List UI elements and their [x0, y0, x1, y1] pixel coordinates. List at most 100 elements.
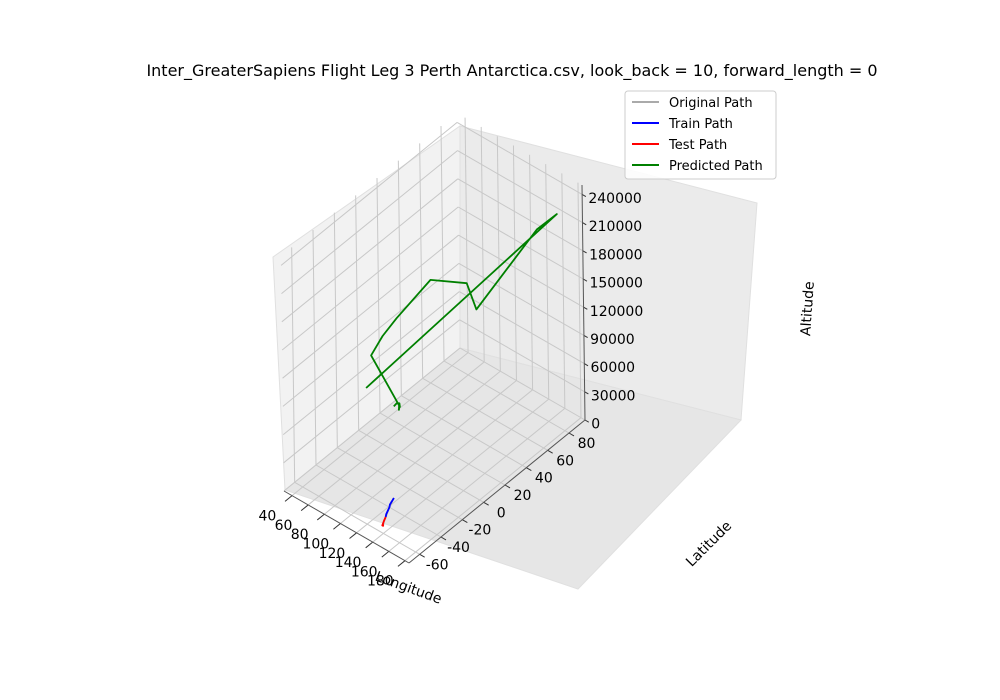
- z-grid-back-5: [457, 206, 584, 280]
- x-tick-label-0: 40: [259, 509, 277, 525]
- z-grid-left-0: [283, 347, 461, 492]
- x-grid-floor-3: [340, 380, 517, 524]
- axis-lines: [283, 184, 589, 567]
- legend-label-test-path: Test Path: [668, 138, 727, 153]
- y-tick-2: [462, 519, 468, 523]
- z-tick-label-8: 240000: [588, 191, 641, 207]
- z-tick-label-4: 120000: [590, 304, 643, 320]
- x-grid-back-6: [561, 173, 566, 409]
- tick-labels: 406080100120140160180-60-40-200204060800…: [259, 191, 644, 590]
- chart-title: Inter_GreaterSapiens Flight Leg 3 Perth …: [146, 61, 877, 81]
- z-tick-label-0: 0: [591, 417, 600, 433]
- z-grid-back-3: [458, 262, 585, 336]
- x-grid-back-2: [496, 136, 501, 372]
- y-grid-left-4: [376, 177, 381, 414]
- y-tick-3: [483, 501, 489, 506]
- x-tick-6: [381, 550, 390, 558]
- series-lines: [365, 213, 558, 527]
- x-tick-4: [349, 532, 357, 539]
- z-grid-back-8: [456, 121, 583, 195]
- x-grid-floor-0: [291, 352, 469, 497]
- x-grid-back-4: [529, 154, 534, 390]
- z-grid-left-7: [281, 150, 458, 294]
- y-tick-6: [547, 449, 553, 454]
- y-tick-label-5: 40: [535, 471, 553, 487]
- x-grid-floor-1: [307, 361, 485, 506]
- x-tick-label-3: 100: [302, 537, 329, 553]
- y-grid-left-1: [312, 229, 317, 466]
- z-grid-left-8: [280, 122, 458, 266]
- z-tick-7: [582, 222, 587, 226]
- legend-label-train-path: Train Path: [668, 117, 733, 132]
- x-grid-back-0: [464, 117, 469, 353]
- z-tick-2: [584, 363, 589, 367]
- x-tick-1: [300, 504, 309, 512]
- x-tick-label-2: 80: [291, 527, 309, 543]
- x-tick-label-7: 180: [367, 574, 394, 590]
- y-grid-left-7: [440, 125, 445, 362]
- z-tick-label-3: 90000: [590, 332, 635, 348]
- z-tick-3: [583, 334, 588, 338]
- x-grid-floor-2: [324, 370, 501, 515]
- y-tick-label-3: 0: [497, 505, 506, 521]
- y-axis-line: [408, 419, 586, 564]
- z-grid-left-4: [282, 234, 459, 379]
- legend-label-original-path: Original Path: [669, 96, 753, 111]
- z-grid-back-1: [459, 319, 585, 393]
- x-tick-label-5: 140: [335, 555, 362, 571]
- series-line-train-path: [384, 497, 395, 518]
- z-grid-left-6: [281, 178, 459, 323]
- legend-label-predicted-path: Predicted Path: [669, 159, 763, 174]
- x-tick-label-4: 120: [319, 546, 346, 562]
- x-grid-back-5: [545, 164, 550, 400]
- x-tick-7: [397, 560, 406, 567]
- z-tick-label-2: 60000: [591, 360, 636, 376]
- x-grid-back-7: [577, 182, 582, 418]
- series-line-predicted-path: [365, 213, 558, 411]
- y-grid-floor-1: [315, 464, 442, 538]
- x-tick-0: [284, 495, 293, 502]
- z-tick-4: [583, 306, 588, 310]
- y-tick-4: [504, 484, 511, 489]
- z-tick-label-5: 150000: [589, 276, 642, 292]
- x-grid-floor-7: [404, 417, 582, 562]
- y-tick-0: [419, 553, 425, 558]
- legend-items: Original Path Train Path Test Path Predicte…: [632, 96, 763, 174]
- x-tick-5: [365, 541, 374, 549]
- z-axis-label: Altitude: [798, 281, 818, 337]
- x-grid-back-1: [480, 126, 485, 362]
- z-grid-left-2: [282, 291, 460, 435]
- x-grid-floor-4: [356, 389, 533, 534]
- legend-box: [624, 90, 777, 180]
- y-grid-floor-3: [358, 429, 484, 503]
- x-tick-3: [333, 523, 341, 530]
- z-grid-left-3: [282, 263, 460, 407]
- z-tick-8: [581, 193, 587, 197]
- y-tick-7: [568, 432, 575, 437]
- z-grid-back-0: [459, 347, 586, 421]
- y-grid-left-3: [355, 195, 360, 431]
- y-grid-left-0: [291, 247, 296, 483]
- z-grid-back-6: [457, 178, 584, 252]
- grid-lines: [280, 117, 586, 562]
- z-grid-left-1: [283, 319, 460, 464]
- x-tick-label-1: 60: [275, 518, 293, 534]
- y-tick-label-2: -20: [468, 523, 491, 539]
- z-tick-0: [584, 419, 589, 423]
- z-tick-label-6: 180000: [589, 247, 642, 263]
- y-grid-floor-4: [379, 412, 506, 486]
- z-grid-back-4: [458, 234, 584, 308]
- y-grid-left-2: [333, 212, 338, 448]
- y-grid-left-6: [419, 143, 424, 379]
- y-tick-5: [526, 467, 532, 471]
- y-grid-floor-0: [294, 481, 420, 555]
- y-tick-label-4: 20: [514, 488, 532, 504]
- z-grid-back-7: [457, 150, 583, 224]
- x-tick-label-6: 160: [351, 564, 378, 580]
- z-tick-1: [584, 391, 589, 395]
- x-tick-2: [316, 513, 325, 521]
- z-tick-5: [582, 278, 588, 282]
- y-tick-label-7: 80: [578, 436, 596, 452]
- series-line-test-path: [381, 516, 387, 527]
